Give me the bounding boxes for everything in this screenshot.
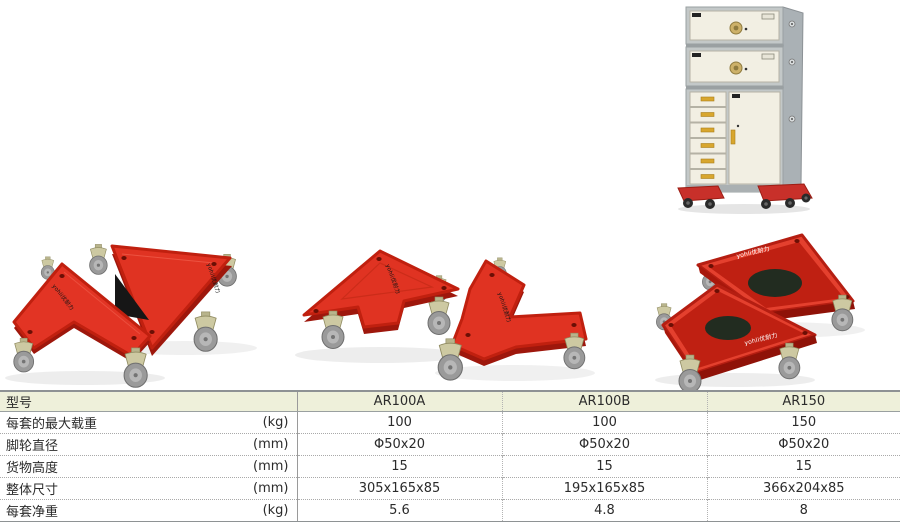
dolly-wide-triangle: yohli优耐力	[302, 249, 460, 349]
cabinet-door	[728, 91, 781, 185]
table-row: 整体尺寸 (mm) 305x165x85 195x165x85 366x204x…	[0, 477, 900, 500]
table-row: 每套的最大载重 (kg) 100 100 150	[0, 411, 900, 434]
cell-value: Φ50x20	[502, 433, 708, 456]
cell-value: 8	[707, 499, 900, 522]
dolly-chevron: yohli优耐力	[12, 256, 152, 388]
model-ar100a: AR100A	[297, 390, 503, 412]
table-row: 货物高度 (mm) 15 15 15	[0, 455, 900, 478]
cabinet-dollies	[677, 183, 813, 209]
model-header-label: 型号	[6, 396, 33, 411]
cell-value: 150	[707, 411, 900, 434]
row-unit: (mm)	[253, 437, 289, 452]
cell-value: 100	[502, 411, 708, 434]
row-unit: (kg)	[262, 503, 289, 518]
cell-value: 15	[297, 455, 503, 478]
table-row: 每套净重 (kg) 5.6 4.8 8	[0, 499, 900, 522]
model-ar150: AR150	[707, 390, 900, 412]
product-photo-ar100b: yohli优耐力 yohli优耐力	[295, 249, 595, 381]
dolly-arrow: yohli优耐力	[437, 257, 588, 381]
cell-value: 195x165x85	[502, 477, 708, 500]
row-unit: (mm)	[253, 459, 289, 474]
cell-value: 100	[297, 411, 503, 434]
drawer-stack	[689, 91, 727, 185]
product-photo-ar150: yohli优耐力 yohli优耐力	[655, 233, 865, 390]
cell-value: 4.8	[502, 499, 708, 522]
cell-value: Φ50x20	[297, 433, 503, 456]
row-unit: (mm)	[253, 481, 289, 496]
row-label: 每套净重	[6, 505, 59, 520]
cell-value: 366x204x85	[707, 477, 900, 500]
row-unit: (kg)	[262, 415, 289, 430]
cell-value: 15	[707, 455, 900, 478]
row-label: 每套的最大载重	[6, 417, 98, 432]
model-ar100b: AR100B	[502, 390, 708, 412]
product-photo-ar100a: yohli优耐力 yohli优耐力	[5, 243, 257, 388]
cell-value: 15	[502, 455, 708, 478]
table-row: 脚轮直径 (mm) Φ50x20 Φ50x20 Φ50x20	[0, 433, 900, 456]
row-label: 脚轮直径	[6, 439, 59, 454]
row-label: 货物高度	[6, 461, 59, 476]
cabinet	[677, 6, 813, 209]
cell-value: 5.6	[297, 499, 503, 522]
spec-table: 型号 AR100A AR100B AR150 每套的最大载重 (kg) 100 …	[0, 390, 900, 522]
cell-value: 305x165x85	[297, 477, 503, 500]
product-photo-cabinet	[677, 6, 813, 214]
table-header-row: 型号 AR100A AR100B AR150	[0, 390, 900, 412]
row-label: 整体尺寸	[6, 483, 59, 498]
tray-lower: yohli优耐力	[656, 283, 817, 390]
cell-value: Φ50x20	[707, 433, 900, 456]
